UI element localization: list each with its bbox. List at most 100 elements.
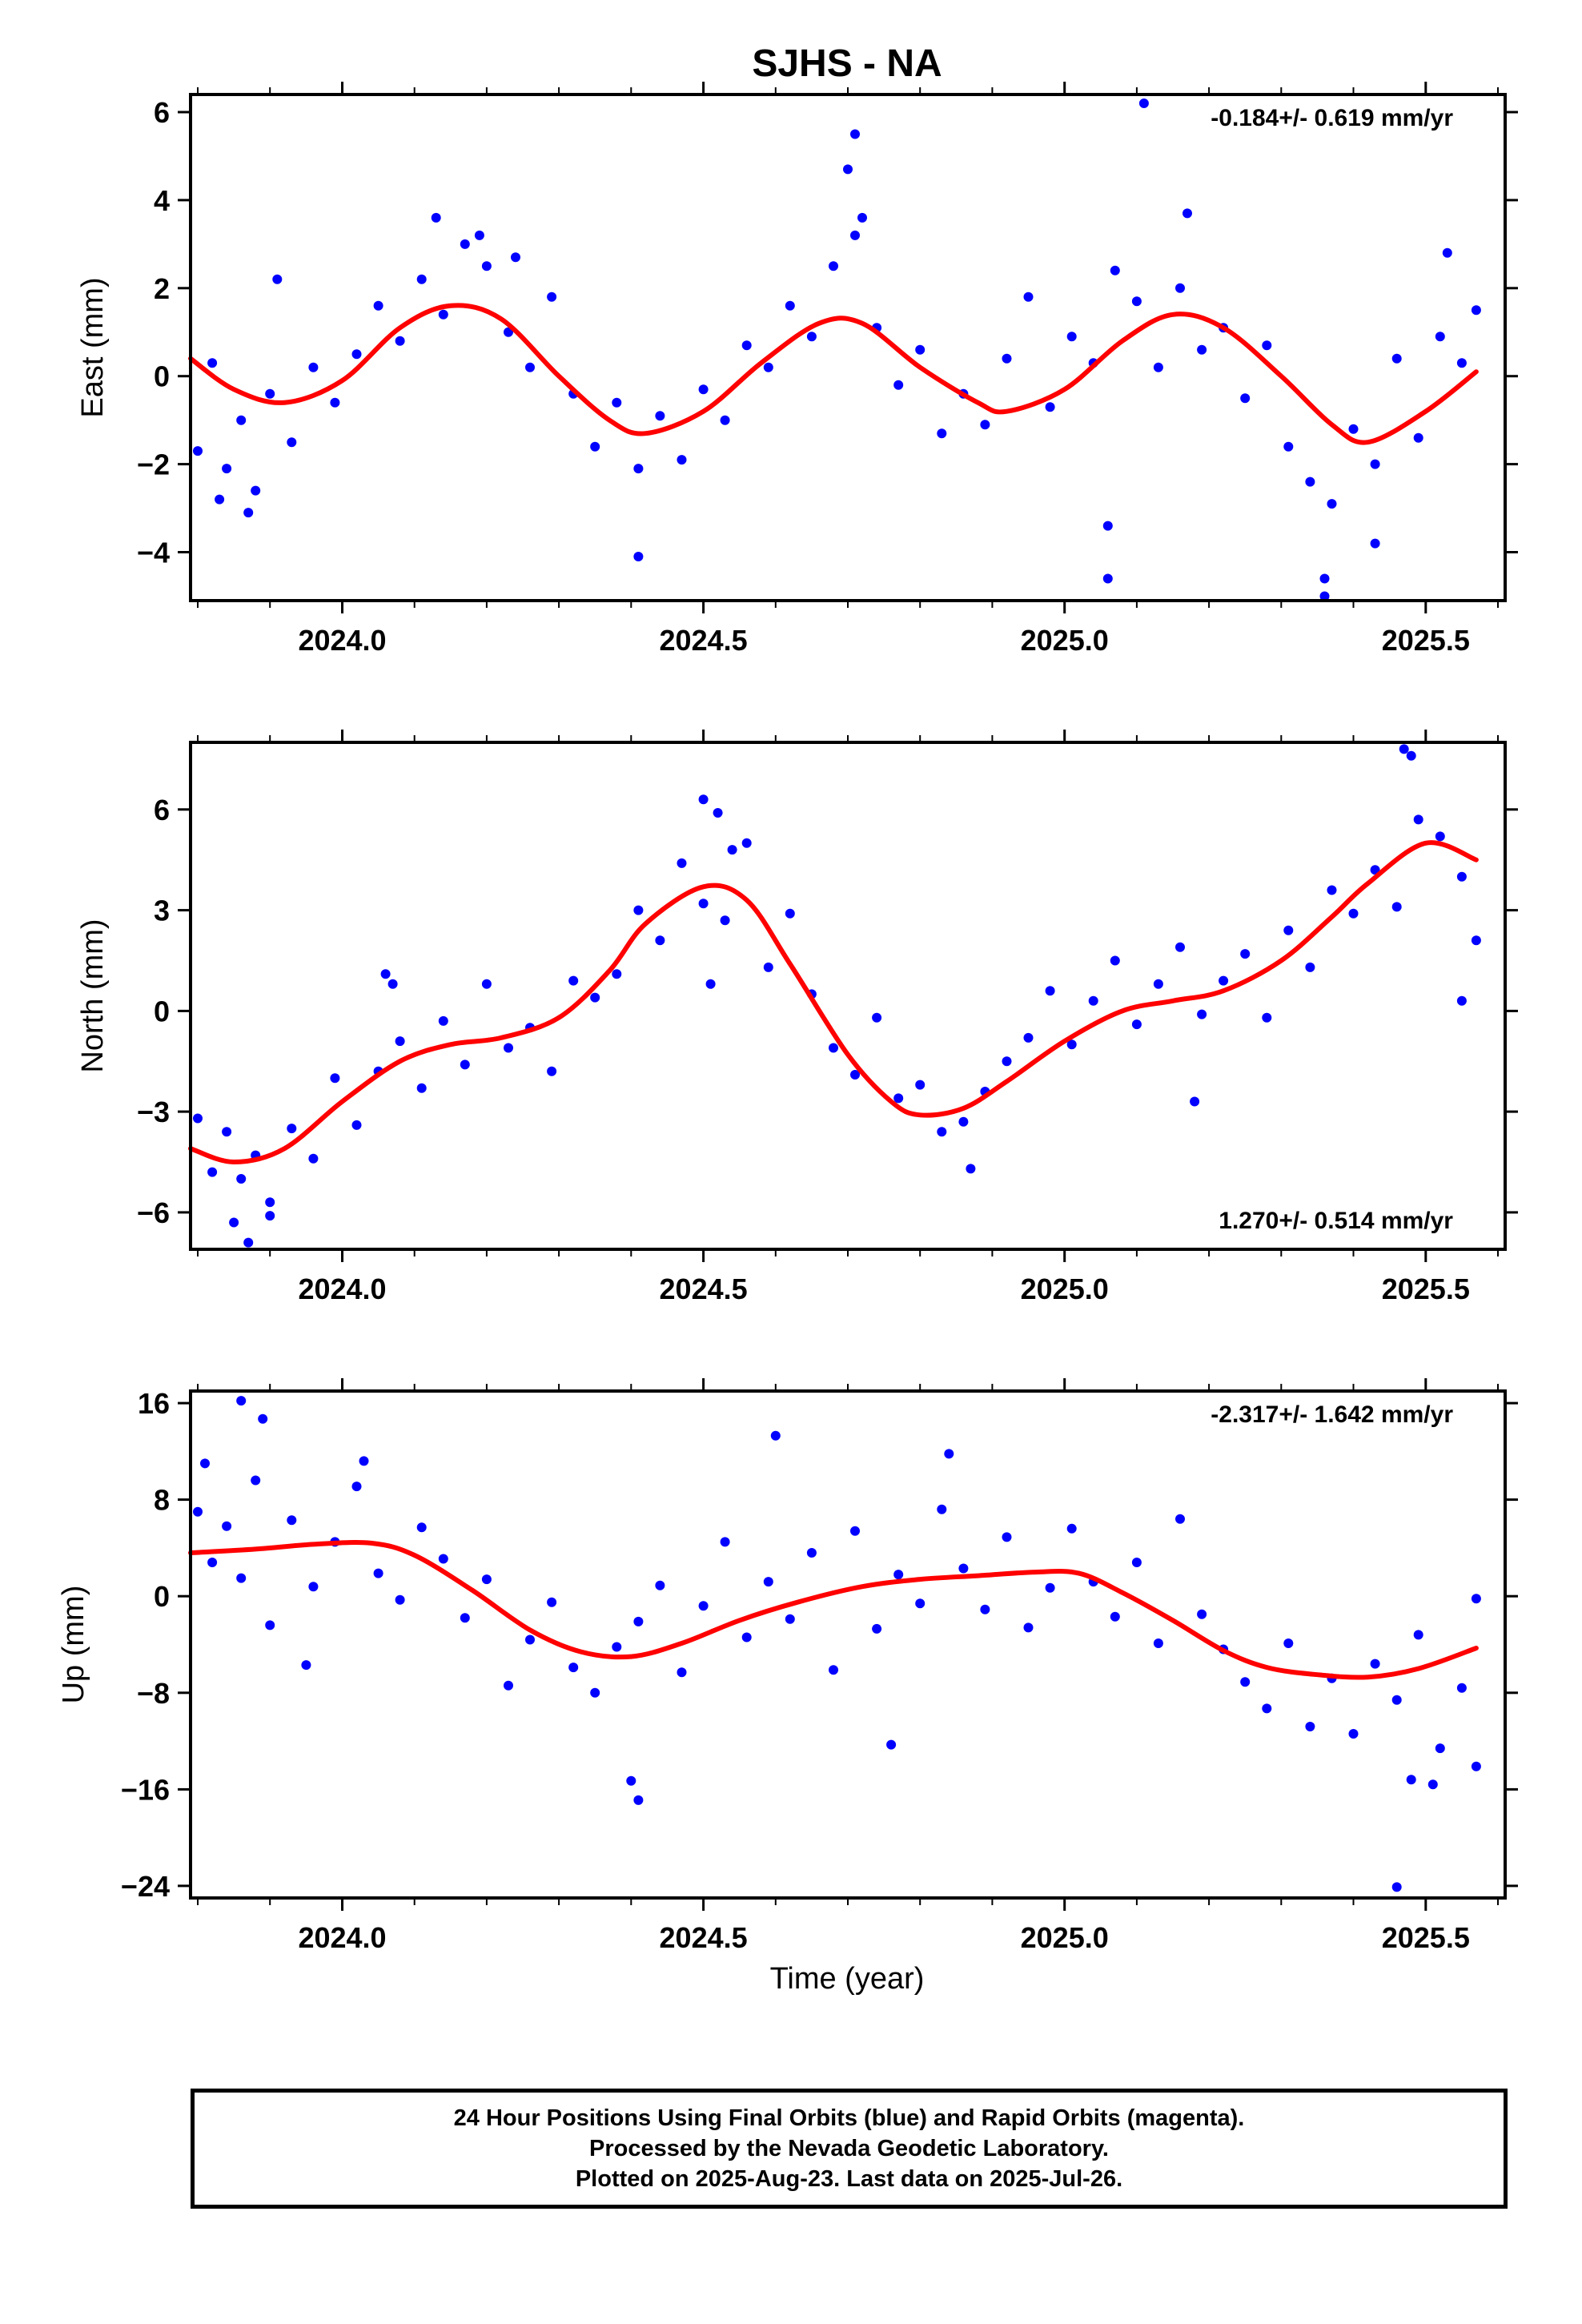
y-tick-label: 6 [154,96,170,129]
data-point [207,1167,218,1177]
data-point [1175,283,1185,293]
data-point [1283,925,1294,935]
x-tick-label: 2024.0 [298,1273,386,1305]
data-point [806,1548,817,1558]
data-point [416,1083,427,1093]
y-tick-label: 6 [154,794,170,826]
plot-title: SJHS - NA [752,42,942,85]
data-point [1197,344,1207,355]
data-point [236,1174,247,1184]
panels-group: 2024.0 2024.5 2025.0 2025.5 −4 −2 0 2 4 6 East (mm… [57,82,1518,1954]
data-point [1262,1012,1272,1023]
data-point [958,1563,969,1574]
data-point [1391,353,1402,364]
data-point [1182,208,1192,219]
data-point [243,508,254,518]
data-point [287,437,297,448]
data-point [850,230,860,240]
data-point [1131,1558,1142,1567]
data-point [1066,332,1077,342]
data-point [915,1598,926,1609]
data-point [1391,1695,1402,1705]
data-point [872,1012,882,1023]
panel-2: 2024.0 2024.5 2025.0 2025.5 −6 −3 0 3 6 North (mm… [76,730,1518,1305]
data-point [1456,1683,1467,1693]
data-point [1471,935,1481,946]
data-point [504,1680,513,1691]
data-point [893,1093,904,1104]
y-tick-label: 4 [154,184,170,217]
data-point [1190,1096,1200,1107]
data-point [215,494,225,505]
y-tick-label: 3 [154,895,170,927]
data-points [193,744,1481,1248]
x-tick-label: 2025.5 [1382,624,1470,657]
data-point [1002,1532,1012,1542]
y-axis-label: Up (mm) [57,1586,90,1704]
data-point [633,552,644,561]
data-point [308,362,319,372]
data-point [655,411,665,421]
data-point [1219,975,1229,986]
fit-curve [188,1540,1479,1680]
data-point [958,1116,969,1127]
data-point [243,1237,254,1248]
x-tick-label: 2025.0 [1021,624,1109,657]
data-point [655,935,665,946]
data-point [258,1413,268,1424]
data-point [193,446,203,456]
data-point [590,992,600,1003]
x-tick-label: 2024.5 [660,624,748,657]
y-tick-label: 2 [154,272,170,305]
data-point [1088,995,1098,1006]
data-point [1471,1594,1481,1604]
panel-1: 2024.0 2024.5 2025.0 2025.5 −4 −2 0 2 4 6 East (mm… [76,82,1518,657]
data-point [1066,1523,1077,1534]
data-point [633,905,644,915]
data-point [351,1120,362,1130]
footer-box: 24 Hour Positions Using Final Orbits (bl… [191,2089,1508,2209]
data-point [1442,247,1452,258]
data-point [1240,949,1251,959]
data-point [937,1504,947,1514]
data-point [416,274,427,284]
data-point [229,1217,239,1228]
data-point [547,1597,557,1607]
data-point [1471,1761,1481,1771]
data-point [359,1456,369,1466]
data-point [915,1080,926,1090]
data-point [525,1634,535,1645]
data-point [236,415,247,425]
y-tick-label: 0 [154,1580,170,1613]
data-point [806,332,817,342]
data-point [1399,744,1409,754]
data-point [612,1642,622,1652]
data-point [460,1059,470,1070]
data-point [850,129,860,139]
data-point [1131,1019,1142,1030]
x-tick-label: 2024.5 [660,1921,748,1954]
data-point [763,962,773,972]
y-tick-label: −6 [137,1196,170,1229]
data-point [222,1521,232,1531]
fit-curve [188,840,1479,1164]
footer-line-3: Plotted on 2025-Aug-23. Last data on 202… [575,2166,1123,2192]
data-point [1391,1882,1402,1892]
data-point [893,1570,904,1580]
data-point [1435,831,1445,842]
data-point [1348,908,1359,919]
data-point [763,1577,773,1587]
footer-line-1: 24 Hour Positions Using Final Orbits (bl… [453,2105,1245,2131]
data-point [612,969,622,979]
data-point [1110,265,1120,275]
data-point [504,327,513,337]
y-axis-label: North (mm) [76,919,110,1072]
data-point [568,1663,579,1673]
data-point [308,1153,319,1164]
data-point [438,1015,448,1026]
data-point [568,975,579,986]
x-tick-label: 2025.0 [1021,1921,1109,1954]
data-points [193,99,1481,601]
data-point [251,485,261,496]
data-point [351,1482,362,1492]
